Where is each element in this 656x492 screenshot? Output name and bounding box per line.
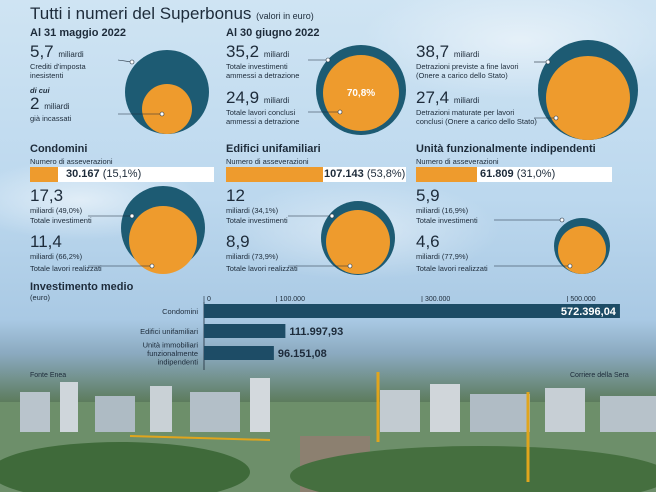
unita-lav-label: Totale lavori realizzati xyxy=(416,264,488,273)
chart-tick-label-0: 0 xyxy=(207,296,211,303)
chart-value-label-2: 96.151,08 xyxy=(278,348,327,360)
june-a-label: Totale investimenti ammessi a detrazione xyxy=(226,62,300,80)
chart-category-label-1-0: Edifici unifamiliari xyxy=(140,327,198,336)
chart-value-label-1: 111.997,93 xyxy=(289,326,343,338)
condomini-ass-bar: 30.167 (15,1%) xyxy=(30,167,214,182)
unita-ass-label: Numero di asseverazioni xyxy=(416,157,499,166)
condomini-ass-label: Numero di asseverazioni xyxy=(30,157,113,166)
edifici-ass-fill xyxy=(226,167,323,182)
may-heading: Al 31 maggio 2022 xyxy=(30,27,126,39)
chart-unit: (euro) xyxy=(30,293,51,302)
edifici-lav-label: Totale lavori realizzati xyxy=(226,264,298,273)
edifici-inner-circle xyxy=(326,210,390,274)
detr-a-value: 38,7 miliardi xyxy=(416,42,480,61)
unita-lav-value: 4,6 xyxy=(416,232,440,251)
unita-circles xyxy=(494,217,610,274)
edifici-circles xyxy=(288,201,395,275)
unita-ass-bar: 61.809 (31,0%) xyxy=(416,167,612,182)
condomini-lav-value: 11,4 xyxy=(30,232,62,251)
may-a-label: Crediti d'imposta inesistenti xyxy=(30,62,86,80)
chart-tick-label-2: 300.000 xyxy=(425,296,450,303)
edifici-lav-value: 8,9 xyxy=(226,232,250,251)
chart-category-label-2-0: Unità immobiliari xyxy=(143,341,199,350)
chart-bar-2 xyxy=(204,346,274,360)
unita-heading: Unità funzionalmente indipendenti xyxy=(416,143,596,155)
edifici-ass-bar: 107.143 (53,8%) xyxy=(226,167,406,182)
chart-tick-label-1: 100.000 xyxy=(280,296,305,303)
city-skyline-image xyxy=(0,372,656,492)
unita-ass-value: 61.809 (31,0%) xyxy=(480,168,556,180)
detr-circles xyxy=(534,40,638,140)
source-left: Fonte Enea xyxy=(30,372,67,379)
may-sub-label: di cui xyxy=(30,86,50,95)
chart-value-label-0: 572.396,04 xyxy=(561,306,617,318)
chart-category-label-2-2: indipendenti xyxy=(158,358,199,367)
june-heading: Al 30 giugno 2022 xyxy=(226,27,320,39)
edifici-heading: Edifici unifamiliari xyxy=(226,143,321,155)
chart-tick-label-3: 500.000 xyxy=(570,296,595,303)
condomini-lav-label: Totale lavori realizzati xyxy=(30,264,102,273)
edifici-ass-value: 107.143 (53,8%) xyxy=(324,168,406,180)
condomini-lav-unit: miliardi (66,2%) xyxy=(30,252,83,261)
detr-a-label: Detrazioni previste a fine lavori (Onere … xyxy=(416,62,519,80)
edifici-ass-label: Numero di asseverazioni xyxy=(226,157,309,166)
condomini-inv-value: 17,3 xyxy=(30,186,64,205)
condomini-inv-unit: miliardi (49,0%) xyxy=(30,206,83,215)
chart-bar-1 xyxy=(204,324,286,338)
unita-inv-unit: miliardi (16,9%) xyxy=(416,206,469,215)
condomini-inner-circle xyxy=(129,206,197,274)
chart-category-label-2-1: funzionalmente xyxy=(147,349,198,358)
june-a-value: 35,2 miliardi xyxy=(226,42,290,61)
edifici-inv-value: 12 xyxy=(226,186,245,205)
page-title: Tutti i numeri del Superbonus (valori in… xyxy=(30,4,314,23)
unita-ass-fill xyxy=(416,167,477,182)
condomini-heading: Condomini xyxy=(30,143,88,155)
condomini-ass-fill xyxy=(30,167,58,182)
source-right: Corriere della Sera xyxy=(570,372,629,379)
edifici-inv-unit: miliardi (34,1%) xyxy=(226,206,279,215)
june-b-value: 24,9 miliardi xyxy=(226,88,290,107)
unita-inv-label: Totale investimenti xyxy=(416,216,478,225)
investimento-medio-chart: 0 100.000 300.000 500.000 572.396,04 Condomin… xyxy=(140,296,620,370)
chart-title: Investimento medio xyxy=(30,281,134,293)
unita-inner-circle xyxy=(558,226,606,274)
june-b-label: Totale lavori conclusi ammessi a detrazio… xyxy=(226,108,300,126)
may-b-label: già incassati xyxy=(30,114,72,123)
edifici-lav-unit: miliardi (73,9%) xyxy=(226,252,279,261)
condomini-circles xyxy=(88,186,205,274)
chart-bar-0 xyxy=(204,304,620,318)
chart-category-label-0-0: Condomini xyxy=(162,307,198,316)
may-a-value: 5,7 miliardi xyxy=(30,42,84,61)
detr-inner-circle xyxy=(546,56,630,140)
detr-b-label: Detrazioni maturate per lavori conclusi (… xyxy=(416,108,537,126)
may-inner-circle xyxy=(142,84,192,134)
unita-inv-value: 5,9 xyxy=(416,186,440,205)
detr-b-value: 27,4 miliardi xyxy=(416,88,480,107)
may-b-value: 2 miliardi xyxy=(30,94,70,113)
june-percent: 70,8% xyxy=(347,88,375,99)
edifici-inv-label: Totale investimenti xyxy=(226,216,288,225)
condomini-ass-value: 30.167 (15,1%) xyxy=(66,168,142,180)
condomini-inv-label: Totale investimenti xyxy=(30,216,92,225)
may-circles xyxy=(117,50,209,134)
unita-lav-unit: miliardi (77,9%) xyxy=(416,252,469,261)
june-circles: 70,8% xyxy=(308,45,406,135)
